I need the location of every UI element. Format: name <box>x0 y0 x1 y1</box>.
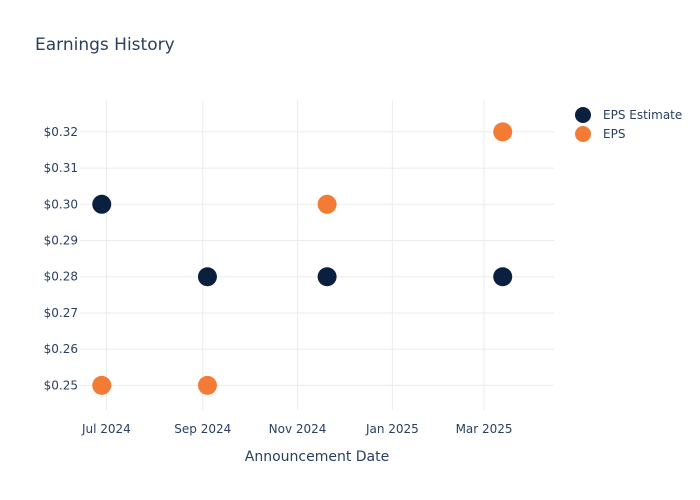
x-tick-label: Mar 2025 <box>456 422 513 436</box>
eps-estimate-point[interactable] <box>493 267 513 287</box>
legend[interactable]: EPS Estimate EPS <box>575 107 682 142</box>
x-axis-ticks: Jul 2024 Sep 2024 Nov 2024 Jan 2025 Mar 2025 <box>81 422 513 436</box>
y-axis-ticks: $0.25 $0.26 $0.27 $0.28 $0.29 $0.30 $0.31 $0.32 <box>44 125 78 393</box>
legend-marker <box>575 126 591 142</box>
y-tick-label: $0.29 <box>44 234 78 248</box>
y-tick-label: $0.26 <box>44 342 78 356</box>
eps-point[interactable] <box>493 122 513 142</box>
y-tick-label: $0.30 <box>44 197 78 211</box>
eps-estimate-point[interactable] <box>92 194 112 214</box>
eps-estimate-point[interactable] <box>197 267 217 287</box>
eps-point[interactable] <box>92 375 112 395</box>
y-tick-label: $0.32 <box>44 125 78 139</box>
legend-item-eps-estimate[interactable]: EPS Estimate <box>575 107 682 123</box>
y-tick-label: $0.28 <box>44 270 78 284</box>
legend-item-eps[interactable]: EPS <box>575 126 625 142</box>
y-gridlines <box>80 131 554 386</box>
y-tick-label: $0.31 <box>44 161 78 175</box>
chart-title: Earnings History <box>35 35 175 55</box>
x-tick-label: Jan 2025 <box>365 422 419 436</box>
x-gridlines <box>105 100 485 410</box>
eps-estimate-point[interactable] <box>317 267 337 287</box>
legend-label: EPS Estimate <box>603 108 682 122</box>
x-tick-label: Jul 2024 <box>81 422 131 436</box>
data-points <box>92 122 513 395</box>
x-tick-label: Nov 2024 <box>269 422 327 436</box>
eps-point[interactable] <box>317 194 337 214</box>
legend-marker <box>575 107 591 123</box>
y-tick-label: $0.25 <box>44 378 78 392</box>
x-axis-title: Announcement Date <box>245 449 389 465</box>
legend-label: EPS <box>603 127 625 141</box>
y-tick-label: $0.27 <box>44 306 78 320</box>
x-tick-label: Sep 2024 <box>174 422 231 436</box>
eps-point[interactable] <box>197 375 217 395</box>
